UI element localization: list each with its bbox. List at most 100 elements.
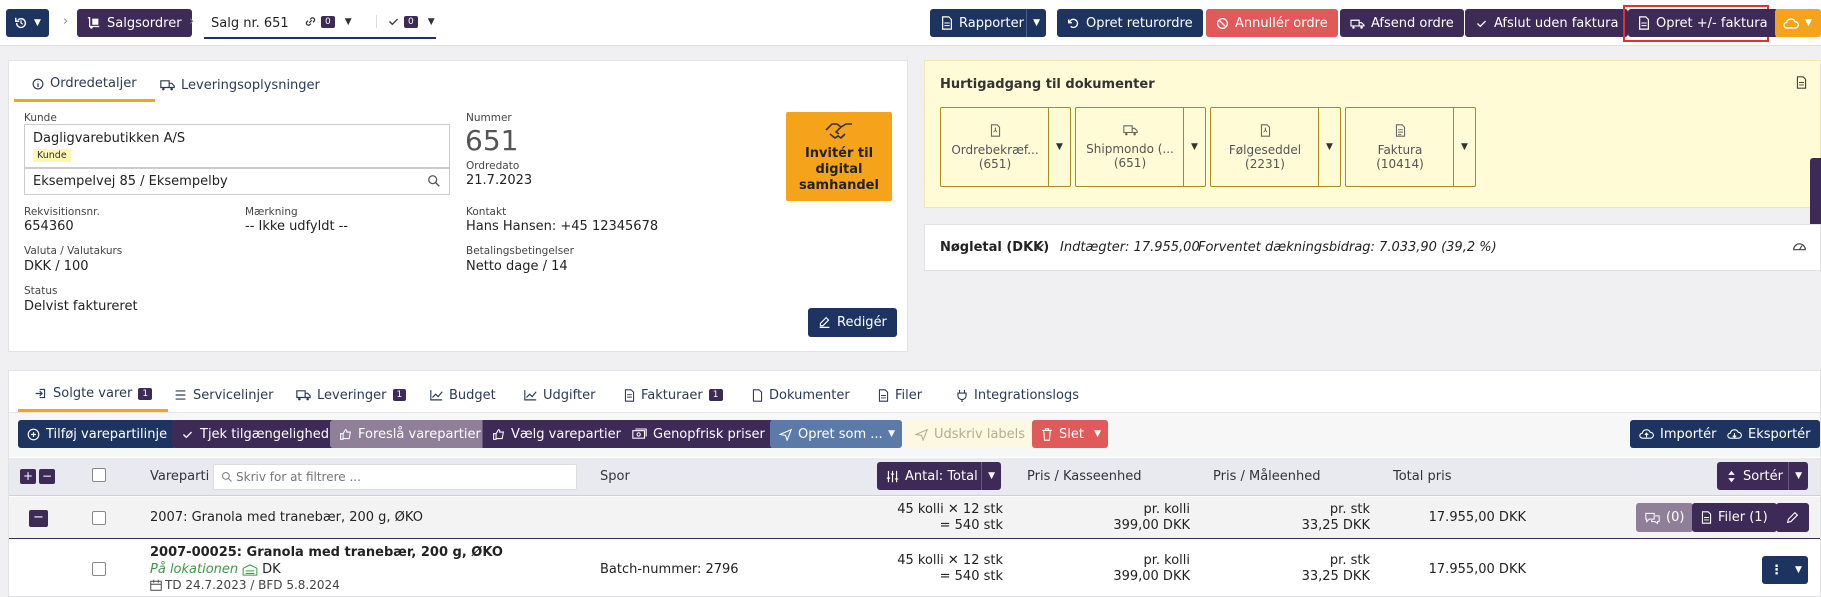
currency-value: DKK / 100 (24, 259, 89, 274)
equals-icon: = (939, 518, 951, 533)
tab-label: Integrationslogs (974, 387, 1079, 403)
files-button[interactable]: Filer (1) (1692, 503, 1777, 532)
row-checkbox[interactable] (92, 562, 106, 576)
file-icon (941, 16, 953, 30)
search-icon[interactable] (427, 174, 441, 188)
row-actions-button[interactable]: ⋮ ▼ (1762, 556, 1808, 584)
create-as-button[interactable]: Opret som ... ▼ (770, 420, 902, 448)
doc-card-shipmondo[interactable]: Shipmondo (... (651) ▼ (1075, 107, 1206, 187)
customer-field[interactable]: Dagligvarebutikken A/S Kunde (24, 124, 450, 168)
close-without-invoice-button[interactable]: Afslut uden faktura (1465, 9, 1629, 37)
choose-batches-label: Vælg varepartier (511, 426, 621, 442)
row-checkbox[interactable] (92, 511, 106, 525)
dashboard-icon[interactable] (1792, 239, 1807, 252)
tab-servicelinjer[interactable]: Servicelinjer (174, 378, 273, 412)
tab-leveringsoplysninger[interactable]: Leveringsoplysninger (160, 68, 320, 102)
add-batch-line-button[interactable]: Tilføj varepartilinje (18, 420, 177, 448)
tasks-dropdown[interactable]: 0 ▼ (376, 15, 435, 28)
suggest-batches-button[interactable]: Foreslå varepartier (330, 420, 490, 448)
side-flyout-tab[interactable] (1810, 158, 1821, 240)
export-button[interactable]: Eksportér (1718, 420, 1820, 448)
select-all-checkbox[interactable] (92, 468, 106, 482)
file-icon (878, 388, 889, 402)
doc-card-foelgeseddel[interactable]: Følgeseddel (2231) ▼ (1210, 107, 1341, 187)
warehouse-icon (242, 563, 258, 576)
tab-solgte-varer[interactable]: Solgte varer 1 (18, 378, 169, 412)
address-field[interactable]: Eksempelvej 85 / Eksempelby (24, 168, 450, 195)
edit-line-button[interactable] (1776, 503, 1809, 532)
doc-card-main[interactable]: Følgeseddel (2231) (1211, 108, 1319, 186)
choose-batches-button[interactable]: Vælg varepartier (482, 420, 630, 448)
history-button[interactable]: ▼ (6, 9, 49, 37)
truck-send-icon (1350, 17, 1365, 30)
group-kasse-unit: pr. kolli (1143, 502, 1190, 517)
marking-label: Mærkning (245, 206, 298, 218)
add-batch-line-label: Tilføj varepartilinje (46, 426, 168, 442)
invite-digital-trade-button[interactable]: Invitér til digital samhandel (786, 112, 892, 201)
tab-udgifter[interactable]: Udgifter (524, 378, 595, 412)
requisition-value: 654360 (24, 219, 74, 234)
tab-leveringer[interactable]: Leveringer 1 (296, 378, 407, 412)
collapse-all-button[interactable]: − (39, 469, 55, 484)
send-order-button[interactable]: Afsend ordre (1340, 9, 1464, 37)
doc-card-faktura[interactable]: Faktura (10414) ▼ (1345, 107, 1476, 187)
doc-card-ordrebekraeftelse[interactable]: Ordrebekræf... (651) ▼ (940, 107, 1071, 187)
import-button[interactable]: Importér (1630, 420, 1726, 448)
refresh-prices-button[interactable]: Genopfrisk priser (623, 420, 774, 448)
check-availability-button[interactable]: Tjek tilgængelighed (172, 420, 339, 448)
edit-label: Redigér (837, 315, 887, 330)
create-return-order-button[interactable]: Opret returordre (1057, 9, 1203, 37)
collapse-group-button[interactable]: − (29, 510, 48, 527)
chevron-down-icon: ▼ (1026, 9, 1040, 37)
reports-button[interactable]: Rapporter ▼ (930, 9, 1046, 37)
doc-card-main[interactable]: Ordrebekræf... (651) (941, 108, 1049, 186)
tab-integrationslogs[interactable]: Integrationslogs (956, 378, 1079, 412)
chevron-down-icon: ▼ (1326, 142, 1333, 152)
payment-terms-label: Betalingsbetingelser (466, 245, 574, 257)
doc-card-name: Faktura (1377, 142, 1423, 157)
doc-card-dropdown[interactable]: ▼ (1453, 108, 1475, 186)
breadcrumb-salgsordrer[interactable]: Salgsordrer (77, 9, 192, 37)
tab-label: Solgte varer (53, 386, 133, 401)
tab-label: Udgifter (543, 387, 596, 403)
doc-card-dropdown[interactable]: ▼ (1183, 108, 1205, 186)
item-name: 2007-00025: Granola med tranebær, 200 g,… (150, 545, 503, 560)
cancel-order-button[interactable]: Annullér ordre (1206, 9, 1338, 37)
filter-input-field[interactable] (236, 468, 566, 486)
tab-budget[interactable]: Budget (430, 378, 496, 412)
tab-label: Fakturaer (641, 387, 703, 403)
breadcrumb-salgsordrer-label: Salgsordrer (107, 15, 182, 31)
chevron-down-icon: ▼ (1788, 462, 1802, 490)
create-return-order-label: Opret returordre (1086, 15, 1193, 31)
tab-fakturaer[interactable]: Fakturaer 1 (624, 378, 723, 412)
cloud-sync-button[interactable]: ▼ (1775, 9, 1821, 37)
tab-filer[interactable]: Filer (878, 378, 922, 412)
document-icon[interactable] (1796, 76, 1807, 89)
doc-card-main[interactable]: Faktura (10414) (1346, 108, 1454, 186)
doc-card-dropdown[interactable]: ▼ (1318, 108, 1340, 186)
create-invoice-button[interactable]: Opret +/- faktura (1628, 9, 1778, 37)
doc-card-main[interactable]: Shipmondo (... (651) (1076, 108, 1184, 186)
col-pris-kasseenhed: Pris / Kasseenhed (1027, 469, 1142, 484)
comments-button[interactable]: (0) (1636, 503, 1694, 532)
sort-button[interactable]: Sortér ▼ (1717, 462, 1808, 490)
breadcrumb-separator-icon: › (63, 14, 69, 29)
filter-input[interactable] (213, 464, 577, 490)
quantity-mode-button[interactable]: Antal: Total ▼ (877, 462, 1001, 490)
kpi-income: Indtægter: 17.955,00 (1060, 240, 1200, 255)
links-dropdown[interactable]: 0 ▼ (304, 15, 352, 28)
doc-card-dropdown[interactable]: ▼ (1048, 108, 1070, 186)
suggest-batches-label: Foreslå varepartier (358, 426, 481, 442)
check-count-badge: 0 (404, 15, 418, 28)
plug-icon (956, 389, 968, 402)
edit-button[interactable]: Redigér (808, 308, 897, 337)
handshake-icon (824, 120, 854, 142)
expand-all-button[interactable]: + (20, 469, 36, 484)
delete-button[interactable]: Slet ▼ (1032, 420, 1108, 448)
comments-icon (1645, 511, 1660, 524)
tab-label: Servicelinjer (193, 387, 274, 403)
check-icon (1475, 17, 1488, 30)
tab-dokumenter[interactable]: Dokumenter (752, 378, 850, 412)
tab-ordredetaljer[interactable]: Ordredetaljer (14, 68, 155, 102)
order-date-label: Ordredato (466, 160, 520, 172)
